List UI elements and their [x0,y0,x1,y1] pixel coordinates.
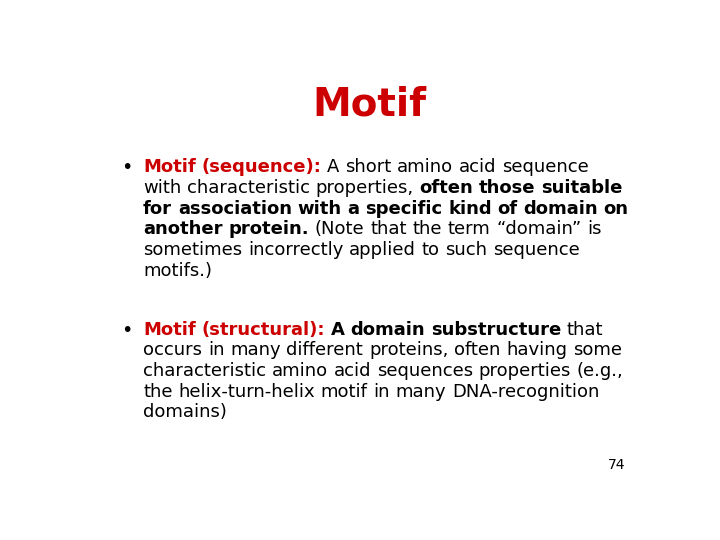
Text: having: having [506,341,567,359]
Text: to: to [422,241,440,259]
Text: on: on [603,200,629,218]
Text: protein.: protein. [228,220,309,239]
Text: (e.g.,: (e.g., [577,362,624,380]
Text: often: often [454,341,500,359]
Text: many: many [230,341,281,359]
Text: Motif: Motif [143,158,196,177]
Text: domain: domain [351,321,425,339]
Text: such: such [446,241,487,259]
Text: the: the [143,383,173,401]
Text: in: in [373,383,390,401]
Text: characteristic: characteristic [143,362,266,380]
Text: A: A [330,321,345,339]
Text: DNA-recognition: DNA-recognition [452,383,599,401]
Text: incorrectly: incorrectly [248,241,343,259]
Text: “domain”: “domain” [496,220,581,239]
Text: of: of [498,200,518,218]
Text: motifs.): motifs.) [143,262,212,280]
Text: often: often [420,179,473,197]
Text: Motif: Motif [312,85,426,124]
Text: properties: properties [479,362,571,380]
Text: helix-turn-helix: helix-turn-helix [179,383,315,401]
Text: substructure: substructure [431,321,561,339]
Text: •: • [121,321,132,340]
Text: motif: motif [320,383,367,401]
Text: term: term [448,220,490,239]
Text: specific: specific [365,200,442,218]
Text: with: with [297,200,341,218]
Text: domain: domain [523,200,598,218]
Text: sequence: sequence [493,241,580,259]
Text: short: short [346,158,392,177]
Text: domains): domains) [143,403,227,421]
Text: sequences: sequences [377,362,473,380]
Text: in: in [208,341,224,359]
Text: with: with [143,179,181,197]
Text: some: some [573,341,622,359]
Text: (structural):: (structural): [202,321,325,339]
Text: different: different [287,341,363,359]
Text: another: another [143,220,222,239]
Text: is: is [587,220,601,239]
Text: •: • [121,158,132,177]
Text: acid: acid [459,158,497,177]
Text: suitable: suitable [541,179,623,197]
Text: Motif: Motif [143,321,196,339]
Text: (sequence):: (sequence): [202,158,321,177]
Text: those: those [479,179,536,197]
Text: association: association [178,200,292,218]
Text: amino: amino [271,362,328,380]
Text: kind: kind [448,200,492,218]
Text: that: that [370,220,407,239]
Text: proteins,: proteins, [369,341,449,359]
Text: amino: amino [397,158,454,177]
Text: properties,: properties, [316,179,414,197]
Text: occurs: occurs [143,341,202,359]
Text: acid: acid [333,362,371,380]
Text: sometimes: sometimes [143,241,242,259]
Text: for: for [143,200,172,218]
Text: that: that [567,321,603,339]
Text: A: A [327,158,340,177]
Text: characteristic: characteristic [187,179,310,197]
Text: (Note: (Note [315,220,364,239]
Text: many: many [395,383,446,401]
Text: the: the [413,220,442,239]
Text: applied: applied [349,241,416,259]
Text: 74: 74 [608,458,626,472]
Text: a: a [347,200,359,218]
Text: sequence: sequence [503,158,589,177]
